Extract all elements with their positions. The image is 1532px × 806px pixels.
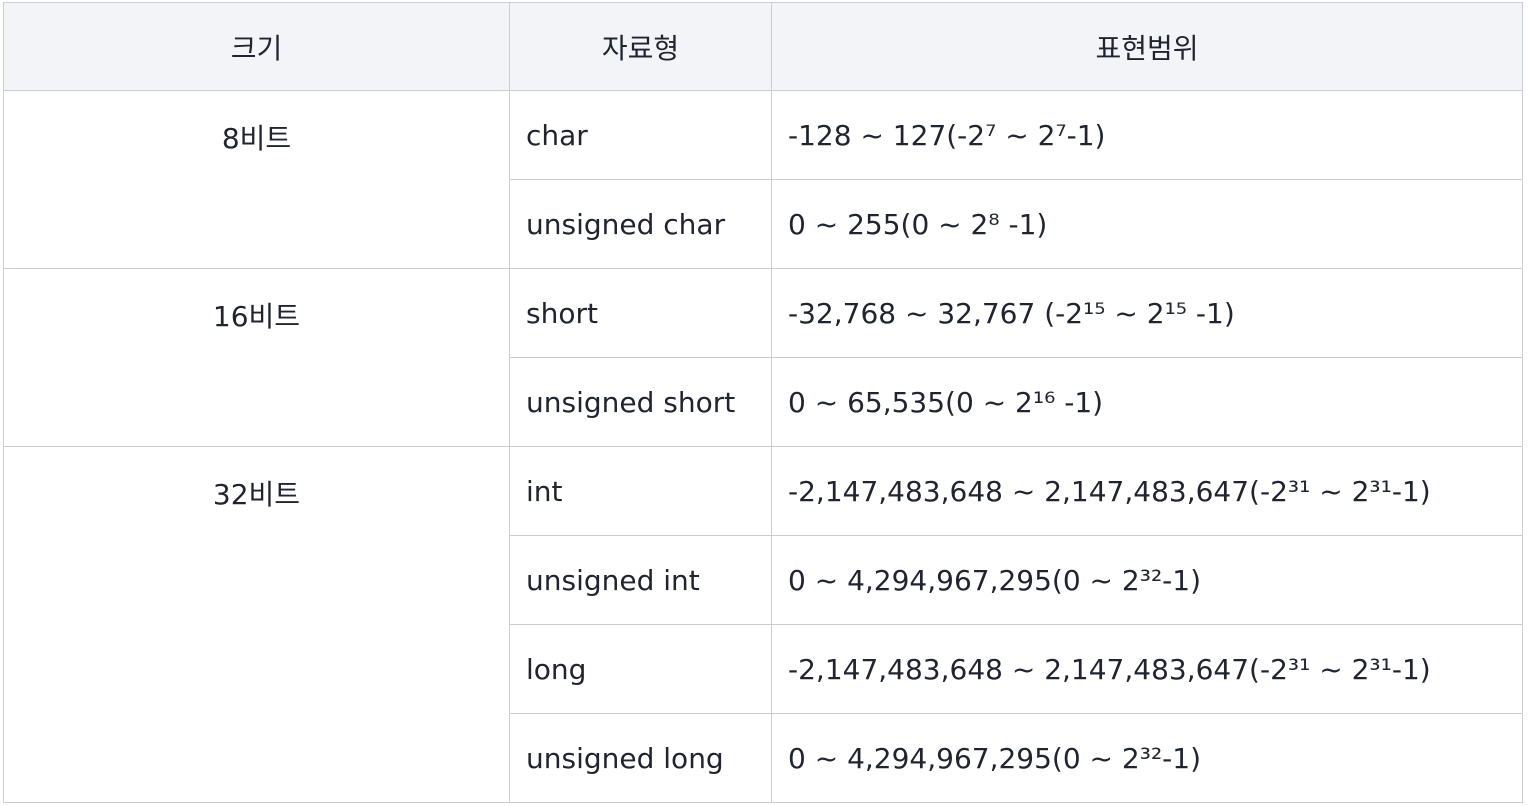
type-cell: long: [509, 624, 772, 714]
type-cell: short: [509, 268, 772, 358]
table-row: long -2,147,483,648 ~ 2,147,483,647(-2³¹…: [4, 624, 1523, 714]
table-row: unsigned long 0 ~ 4,294,967,295(0 ~ 2³²-…: [4, 713, 1523, 803]
table-header: 크기 자료형 표현범위: [3, 2, 1523, 91]
type-cell: unsigned char: [509, 179, 772, 269]
header-row: 크기 자료형 표현범위: [3, 2, 1523, 91]
header-type: 자료형: [509, 2, 772, 91]
range-cell: 0 ~ 4,294,967,295(0 ~ 2³²-1): [771, 713, 1523, 803]
type-cell: unsigned int: [509, 535, 772, 625]
type-cell: int: [509, 446, 772, 536]
table-row: 32비트 int -2,147,483,648 ~ 2,147,483,647(…: [3, 446, 1523, 803]
type-cell: unsigned long: [509, 713, 772, 803]
range-cell: 0 ~ 65,535(0 ~ 2¹⁶ -1): [771, 357, 1523, 447]
type-cell: unsigned short: [509, 357, 772, 447]
range-cell: 0 ~ 4,294,967,295(0 ~ 2³²-1): [771, 535, 1523, 625]
data-type-table: 크기 자료형 표현범위 8비트 char -128 ~ 127(-2⁷ ~ 2⁷…: [3, 2, 1523, 803]
range-cell: 0 ~ 255(0 ~ 2⁸ -1): [771, 179, 1523, 269]
table-row: unsigned int 0 ~ 4,294,967,295(0 ~ 2³²-1…: [4, 535, 1523, 625]
table-row: unsigned char 0 ~ 255(0 ~ 2⁸ -1): [4, 179, 1523, 269]
size-cell: 8비트: [3, 90, 510, 269]
header-range: 표현범위: [771, 2, 1523, 91]
range-cell: -32,768 ~ 32,767 (-2¹⁵ ~ 2¹⁵ -1): [771, 268, 1523, 358]
range-cell: -128 ~ 127(-2⁷ ~ 2⁷-1): [771, 90, 1523, 180]
range-cell: -2,147,483,648 ~ 2,147,483,647(-2³¹ ~ 2³…: [771, 624, 1523, 714]
header-size: 크기: [3, 2, 510, 91]
size-cell: 16비트: [3, 268, 510, 447]
range-cell: -2,147,483,648 ~ 2,147,483,647(-2³¹ ~ 2³…: [771, 446, 1523, 536]
type-cell: char: [509, 90, 772, 180]
table-row: 16비트 short -32,768 ~ 32,767 (-2¹⁵ ~ 2¹⁵ …: [3, 268, 1523, 447]
table-row: 8비트 char -128 ~ 127(-2⁷ ~ 2⁷-1): [3, 90, 1523, 269]
table-body: 8비트 char -128 ~ 127(-2⁷ ~ 2⁷-1) unsigned…: [3, 90, 1523, 803]
size-cell: 32비트: [3, 446, 510, 803]
